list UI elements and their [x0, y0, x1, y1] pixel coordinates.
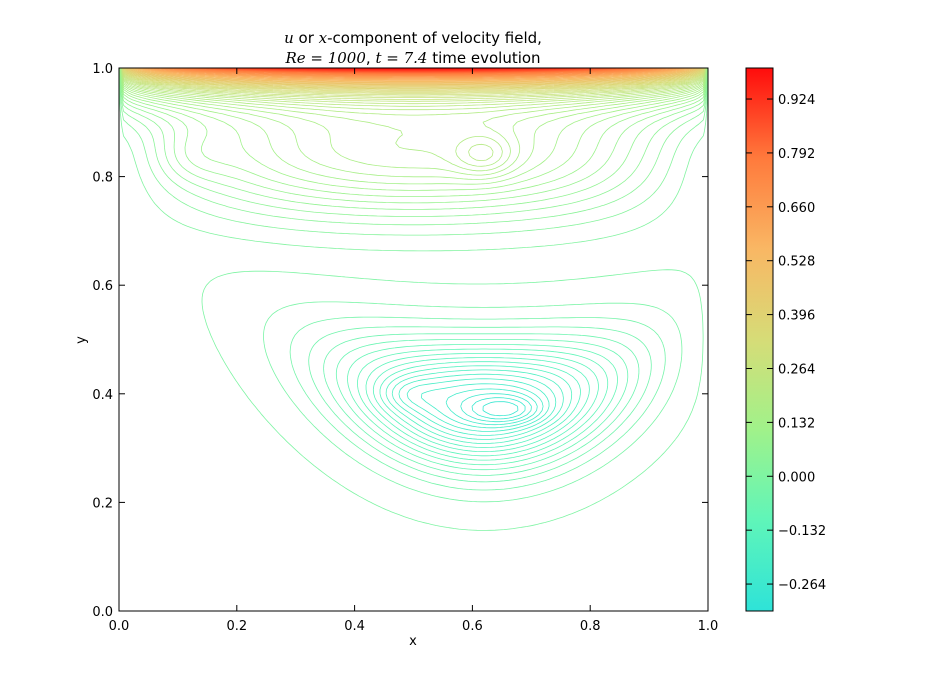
contour-plot-area: [119, 68, 708, 530]
contour-level-14: [336, 339, 628, 469]
contour-level-20: [119, 68, 708, 251]
y-tick-label-4: 0.8: [92, 171, 113, 186]
colorbar-tick-label-4: 0.396: [778, 309, 815, 324]
y-tick-label-0: 0.0: [92, 605, 113, 620]
title-rest-1: -component of velocity field,: [327, 29, 542, 47]
colorbar-tick-label-2: 0.660: [778, 201, 815, 216]
colorbar-tick-label-3: 0.528: [778, 255, 815, 270]
x-axis-label: x: [409, 634, 417, 649]
y-tick-label-2: 0.4: [92, 388, 113, 403]
x-tick-label-5: 1.0: [698, 619, 719, 634]
contour-level-0: [483, 402, 518, 416]
colorbar-tick-label-8: −0.132: [778, 524, 826, 539]
colorbar-tick-label-7: 0.000: [778, 470, 815, 485]
contour-level-16: [309, 327, 652, 482]
contour-level-15: [324, 334, 639, 476]
colorbar-tick-label-9: −0.264: [778, 578, 826, 593]
title-time: t = 7.4: [375, 49, 427, 67]
x-axis-ticks: 0.0 0.2 0.4 0.6 0.8 1.0: [109, 68, 719, 634]
title-rest-2: time evolution: [427, 49, 540, 67]
y-tick-label-5: 1.0: [92, 62, 113, 77]
title-or: or: [294, 29, 319, 47]
x-tick-label-1: 0.2: [226, 619, 247, 634]
colorbar-tick-label-0: 0.924: [778, 93, 815, 108]
x-tick-label-0: 0.0: [109, 619, 130, 634]
contour-level-6: [399, 374, 556, 435]
colorbar-tick-label-6: 0.132: [778, 416, 815, 431]
colorbar-tick-label-5: 0.264: [778, 362, 815, 377]
contour-level-19: [202, 270, 703, 531]
y-tick-label-1: 0.2: [92, 496, 113, 511]
chart-title-line-1: u or x-component of velocity field,: [284, 29, 542, 47]
title-var-u: u: [284, 29, 294, 47]
contour-level-3: [446, 389, 537, 425]
colorbar-tick-label-1: 0.792: [778, 147, 815, 162]
title-sep: ,: [366, 49, 376, 67]
contour-level-11: [366, 353, 599, 455]
x-tick-label-2: 0.4: [344, 619, 365, 634]
title-reynolds: Re = 1000: [284, 49, 366, 67]
y-axis-label: y: [74, 336, 89, 344]
x-tick-label-4: 0.8: [580, 619, 601, 634]
colorbar: [746, 68, 773, 611]
chart-title-line-2: Re = 1000, t = 7.4 time evolution: [284, 49, 540, 67]
y-tick-label-3: 0.6: [92, 279, 113, 294]
x-tick-label-3: 0.6: [462, 619, 483, 634]
contour-level-17: [290, 317, 665, 490]
